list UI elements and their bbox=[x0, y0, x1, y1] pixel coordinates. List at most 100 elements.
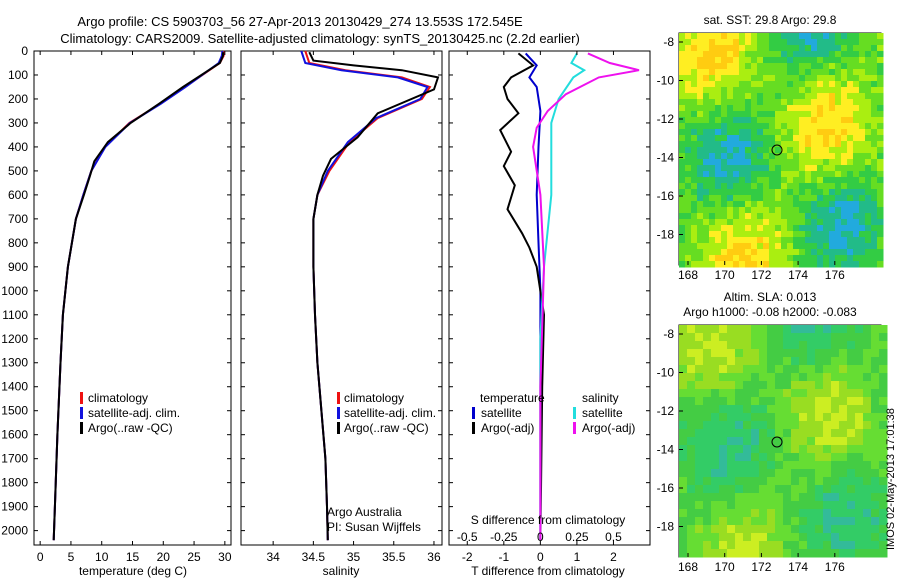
map-cell bbox=[679, 165, 686, 172]
map-cell bbox=[743, 333, 752, 342]
map-cell bbox=[871, 207, 878, 214]
map-cell bbox=[733, 207, 740, 214]
map-cell bbox=[695, 437, 704, 446]
map-cell bbox=[745, 177, 752, 184]
map-cell bbox=[687, 477, 696, 486]
map-cell bbox=[767, 325, 776, 334]
map-cell bbox=[829, 75, 836, 82]
map-cell bbox=[757, 45, 764, 52]
map-cell bbox=[691, 261, 698, 268]
map-cell bbox=[715, 183, 722, 190]
map-cell bbox=[775, 183, 782, 190]
map-cell bbox=[839, 517, 848, 526]
map-cell bbox=[691, 141, 698, 148]
salinity-legend: climatology satellite-adj. clim. Argo(..… bbox=[337, 391, 436, 435]
map-cell bbox=[829, 213, 836, 220]
map-cell bbox=[719, 549, 728, 558]
map-cell bbox=[711, 413, 720, 422]
map-cell bbox=[805, 63, 812, 70]
map-cell bbox=[719, 493, 728, 502]
map-cell bbox=[823, 381, 832, 390]
map-cell bbox=[847, 45, 854, 52]
map-cell bbox=[807, 413, 816, 422]
map-cell bbox=[817, 117, 824, 124]
map-cell bbox=[715, 261, 722, 268]
map-cell bbox=[763, 111, 770, 118]
map-cell bbox=[791, 501, 800, 510]
map-cell bbox=[847, 123, 854, 130]
map-cell bbox=[839, 549, 848, 558]
map-cell bbox=[763, 105, 770, 112]
map-cell bbox=[807, 477, 816, 486]
map-cell bbox=[859, 75, 866, 82]
map-cell bbox=[823, 349, 832, 358]
map-cell bbox=[835, 147, 842, 154]
map-cell bbox=[709, 39, 716, 46]
map-cell bbox=[733, 249, 740, 256]
map-cell bbox=[787, 201, 794, 208]
map-cell bbox=[757, 141, 764, 148]
map-cell bbox=[687, 397, 696, 406]
series-line bbox=[52, 52, 224, 541]
map-cell bbox=[807, 421, 816, 430]
map-cell bbox=[703, 437, 712, 446]
map-cell bbox=[817, 195, 824, 202]
map-cell bbox=[879, 333, 888, 342]
map-cell bbox=[783, 421, 792, 430]
map-cell bbox=[835, 243, 842, 250]
map-cell bbox=[855, 333, 864, 342]
map-cell bbox=[783, 477, 792, 486]
map-cell bbox=[853, 261, 860, 268]
map-y-tick-label: -10 bbox=[657, 366, 675, 380]
map-cell bbox=[835, 111, 842, 118]
map-cell bbox=[829, 63, 836, 70]
map-y-tick-label: -18 bbox=[657, 228, 675, 242]
map-cell bbox=[695, 357, 704, 366]
map-cell bbox=[865, 93, 872, 100]
map-cell bbox=[829, 219, 836, 226]
map-cell bbox=[879, 469, 888, 478]
map-cell bbox=[711, 349, 720, 358]
map-cell bbox=[727, 541, 736, 550]
map-cell bbox=[841, 117, 848, 124]
map-cell bbox=[727, 183, 734, 190]
map-cell bbox=[799, 365, 808, 374]
map-cell bbox=[739, 225, 746, 232]
map-cell bbox=[863, 517, 872, 526]
map-cell bbox=[781, 123, 788, 130]
map-cell bbox=[841, 45, 848, 52]
map-cell bbox=[719, 381, 728, 390]
map-cell bbox=[847, 159, 854, 166]
map-cell bbox=[735, 525, 744, 534]
map-cell bbox=[877, 153, 884, 160]
map-cell bbox=[871, 57, 878, 64]
y-tick-label: 1500 bbox=[1, 404, 28, 418]
map-cell bbox=[847, 249, 854, 256]
map-cell bbox=[805, 117, 812, 124]
map-cell bbox=[719, 469, 728, 478]
map-cell bbox=[781, 141, 788, 148]
map-cell bbox=[769, 45, 776, 52]
map-cell bbox=[719, 429, 728, 438]
map-cell bbox=[715, 117, 722, 124]
map-cell bbox=[793, 237, 800, 244]
map-cell bbox=[783, 509, 792, 518]
map-cell bbox=[739, 69, 746, 76]
map-cell bbox=[775, 159, 782, 166]
map-cell bbox=[691, 123, 698, 130]
map-cell bbox=[721, 189, 728, 196]
map-cell bbox=[739, 255, 746, 262]
map-cell bbox=[811, 243, 818, 250]
map-cell bbox=[807, 373, 816, 382]
map-cell bbox=[679, 325, 688, 334]
map-cell bbox=[687, 469, 696, 478]
map-cell bbox=[787, 261, 794, 268]
map-cell bbox=[863, 325, 872, 334]
map-cell bbox=[709, 111, 716, 118]
map-cell bbox=[745, 75, 752, 82]
map-cell bbox=[841, 147, 848, 154]
map-cell bbox=[727, 177, 734, 184]
map-cell bbox=[687, 421, 696, 430]
map-cell bbox=[871, 99, 878, 106]
map-cell bbox=[787, 147, 794, 154]
